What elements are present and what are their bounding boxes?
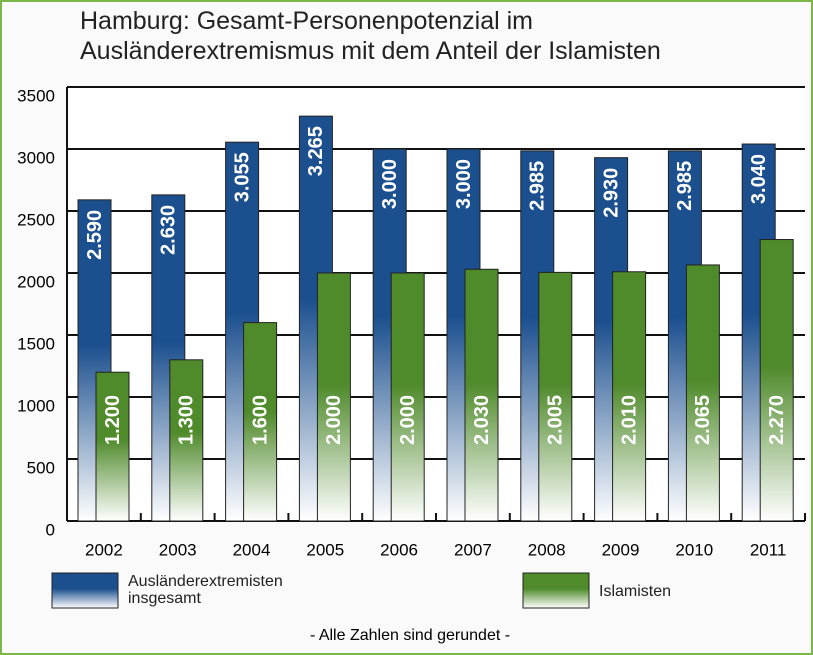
x-tick-label: 2007 (454, 540, 492, 559)
data-label: 1.600 (249, 395, 271, 445)
legend-swatch (522, 572, 590, 609)
data-label: 2.030 (471, 395, 493, 445)
data-label: 2.000 (323, 395, 345, 445)
data-label: 2.270 (766, 395, 788, 445)
x-tick-label: 2002 (85, 540, 123, 559)
data-label: 2.930 (600, 168, 622, 218)
x-tick-label: 2011 (750, 540, 787, 559)
y-tick-label: 1000 (17, 396, 55, 415)
data-label: 2.630 (158, 205, 180, 255)
data-label: 3.000 (379, 159, 401, 209)
bar (316, 272, 351, 522)
x-tick-label: 2003 (159, 540, 197, 559)
y-tick-label: 3000 (17, 148, 55, 167)
y-tick-label: 2500 (17, 210, 55, 229)
data-label: 1.200 (102, 395, 124, 445)
legend-swatch (51, 572, 119, 609)
x-tick-label: 2004 (233, 540, 271, 559)
y-tick-label: 3500 (17, 86, 55, 105)
data-label: 2.010 (618, 395, 640, 445)
data-label: 3.265 (305, 126, 327, 176)
data-label: 3.000 (453, 159, 475, 209)
bar (612, 271, 647, 522)
bar (95, 371, 130, 522)
data-label: 2.590 (84, 210, 106, 260)
legend-label: Ausländerextremisten insgesamt (128, 573, 283, 607)
y-tick-label: 1500 (17, 334, 55, 353)
bar (390, 272, 425, 522)
data-label: 2.985 (674, 161, 696, 211)
bar (243, 322, 278, 522)
x-tick-label: 2006 (380, 540, 418, 559)
bar (464, 268, 499, 522)
bar (538, 271, 573, 522)
y-tick-label: 2000 (17, 272, 55, 291)
data-label: 2.005 (545, 395, 567, 445)
data-label: 2.065 (692, 395, 714, 445)
x-tick-label: 2010 (675, 540, 713, 559)
x-tick-label: 2009 (602, 540, 640, 559)
footnote: - Alle Zahlen sind gerundet - (310, 627, 510, 644)
data-label: 3.055 (231, 152, 253, 202)
bar (169, 359, 204, 522)
x-tick-label: 2005 (306, 540, 344, 559)
y-tick-label: 500 (27, 458, 55, 477)
y-tick-label: 0 (46, 520, 55, 539)
data-label: 3.040 (748, 154, 770, 204)
bar (759, 239, 794, 522)
x-tick-label: 2008 (528, 540, 566, 559)
chart-title: Hamburg: Gesamt-Personenpotenzial im Aus… (80, 7, 661, 65)
legend-label: Islamisten (599, 583, 672, 600)
data-label: 2.000 (397, 395, 419, 445)
data-label: 1.300 (176, 395, 198, 445)
data-label: 2.985 (527, 161, 549, 211)
bar (685, 264, 720, 522)
